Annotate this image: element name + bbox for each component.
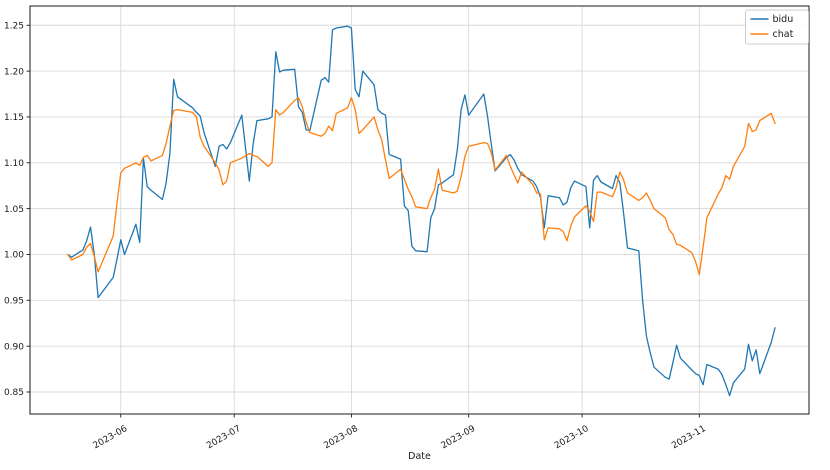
y-tick-label: 1.25 bbox=[4, 21, 24, 31]
y-tick-label: 1.15 bbox=[4, 113, 24, 123]
y-tick-label: 1.20 bbox=[4, 67, 24, 77]
series-line-bidu bbox=[67, 25, 776, 397]
y-tick-label: 1.10 bbox=[4, 159, 24, 169]
y-tick-label: 0.90 bbox=[4, 342, 24, 352]
series-line-chat bbox=[67, 97, 776, 276]
y-tick-label: 0.95 bbox=[4, 297, 24, 307]
legend-label-bidu: bidu bbox=[773, 14, 794, 25]
axes-spines bbox=[29, 5, 810, 415]
y-tick-label: 1.05 bbox=[4, 205, 24, 215]
y-tick-label: 0.85 bbox=[4, 388, 24, 398]
x-axis-title: Date bbox=[408, 451, 431, 462]
legend-label-chat: chat bbox=[773, 29, 794, 40]
y-tick-label: 1.00 bbox=[4, 251, 24, 261]
